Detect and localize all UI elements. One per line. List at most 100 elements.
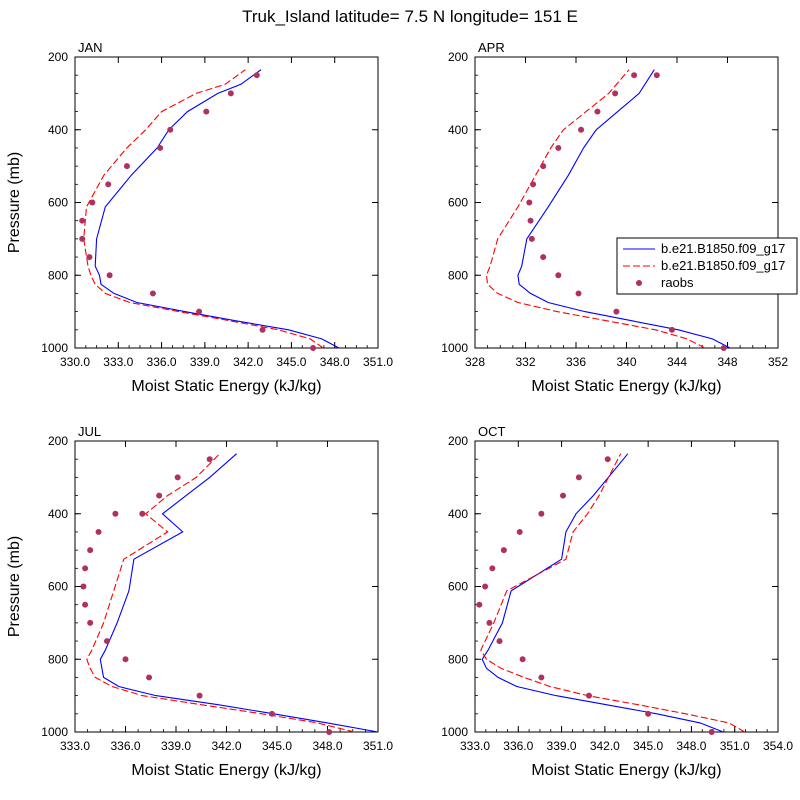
legend: b.e21.B1850.f09_g17 b.e21.B1850.f09_g17ra… bbox=[616, 237, 798, 295]
raobs-point bbox=[540, 254, 547, 261]
y-tick-label: 800 bbox=[48, 268, 68, 282]
y-tick-label: 400 bbox=[448, 123, 468, 137]
raobs-point bbox=[530, 181, 537, 188]
x-tick-label: 342.0 bbox=[233, 355, 263, 369]
y-tick-label: 200 bbox=[448, 434, 468, 448]
raobs-point bbox=[326, 729, 333, 735]
plot-frame bbox=[74, 56, 379, 349]
model-series-line-dashed bbox=[83, 69, 324, 349]
raobs-point bbox=[720, 345, 727, 351]
y-tick-label: 600 bbox=[48, 196, 68, 210]
raobs-point bbox=[253, 72, 260, 79]
raobs-point bbox=[500, 547, 507, 554]
x-tick-label: 339.0 bbox=[547, 739, 577, 753]
raobs-point bbox=[612, 90, 619, 97]
y-tick-label: 800 bbox=[48, 652, 68, 666]
figure-title: Truk_Island latitude= 7.5 N longitude= 1… bbox=[242, 7, 578, 26]
x-tick-label: 351.0 bbox=[363, 739, 393, 753]
raobs-point bbox=[95, 528, 102, 535]
y-tick-label: 1000 bbox=[41, 725, 68, 739]
raobs-point bbox=[79, 217, 86, 224]
y-tick-label: 800 bbox=[448, 652, 468, 666]
raobs-point bbox=[526, 199, 533, 206]
plot-frame bbox=[74, 440, 379, 733]
y-tick-label: 200 bbox=[448, 50, 468, 64]
model-series-line-dashed bbox=[480, 453, 746, 733]
raobs-point bbox=[594, 108, 601, 115]
y-tick-label: 600 bbox=[448, 196, 468, 210]
x-tick-label: 333.0 bbox=[60, 739, 90, 753]
raobs-point bbox=[555, 144, 562, 151]
raobs-point bbox=[149, 290, 156, 297]
raobs-point bbox=[528, 235, 535, 242]
raobs-point bbox=[516, 528, 523, 535]
raobs-point bbox=[604, 456, 611, 463]
raobs-point bbox=[538, 510, 545, 517]
raobs-point bbox=[105, 181, 112, 188]
x-tick-label: 348.0 bbox=[676, 739, 706, 753]
raobs-point bbox=[196, 308, 203, 315]
raobs-point bbox=[486, 619, 493, 626]
raobs-point bbox=[146, 674, 153, 681]
x-tick-label: 339.0 bbox=[190, 355, 220, 369]
raobs-point bbox=[560, 492, 567, 499]
model-series-line-solid bbox=[94, 69, 340, 349]
legend-label: b.e21.B1850.f09_g17 bbox=[661, 258, 785, 273]
raobs-point bbox=[575, 474, 582, 481]
raobs-point bbox=[123, 163, 130, 170]
model-series-line-dashed bbox=[86, 453, 355, 733]
y-tick-label: 800 bbox=[448, 268, 468, 282]
raobs-point bbox=[538, 674, 545, 681]
raobs-point bbox=[227, 90, 234, 97]
x-tick-label: 348.0 bbox=[312, 739, 342, 753]
x-axis-label: Moist Static Energy (kJ/kg) bbox=[131, 378, 321, 395]
x-tick-label: 336.0 bbox=[503, 739, 533, 753]
raobs-point bbox=[103, 638, 110, 645]
raobs-point bbox=[259, 326, 266, 333]
raobs-point bbox=[310, 345, 317, 351]
raobs-point bbox=[668, 326, 675, 333]
y-tick-label: 200 bbox=[48, 434, 68, 448]
plot-frame bbox=[474, 440, 779, 733]
panel-title: JAN bbox=[78, 40, 103, 55]
x-tick-label: 340 bbox=[616, 355, 636, 369]
x-tick-label: 345.0 bbox=[276, 355, 306, 369]
x-tick-label: 336.0 bbox=[147, 355, 177, 369]
raobs-point bbox=[79, 235, 86, 242]
raobs-point bbox=[86, 254, 93, 261]
y-tick-label: 400 bbox=[48, 507, 68, 521]
model-series-line-solid bbox=[517, 69, 731, 349]
panel-apr: APR 328 332 336 340 344 348 352 200 400 600 800 1000… bbox=[441, 40, 798, 395]
panel-jan: JAN 330.0 333.0 336.0 339.0 342.0 345.0 348.0 35… bbox=[6, 40, 393, 395]
plot-frame bbox=[474, 56, 779, 349]
y-tick-label: 600 bbox=[448, 580, 468, 594]
raobs-point bbox=[540, 163, 547, 170]
x-tick-label: 333.0 bbox=[103, 355, 133, 369]
raobs-point bbox=[82, 601, 89, 608]
legend-label: raobs bbox=[661, 275, 694, 290]
panels: JAN 330.0 333.0 336.0 339.0 342.0 345.0 348.0 35… bbox=[6, 40, 798, 779]
raobs-point bbox=[527, 217, 534, 224]
raobs-point bbox=[112, 510, 119, 517]
raobs-point bbox=[87, 619, 94, 626]
y-axis-label: Pressure (mb) bbox=[6, 536, 23, 637]
raobs-point bbox=[174, 474, 181, 481]
raobs-point bbox=[708, 729, 715, 735]
x-tick-label: 345.0 bbox=[633, 739, 663, 753]
x-tick-label: 352 bbox=[768, 355, 788, 369]
raobs-point bbox=[268, 710, 275, 717]
raobs-point bbox=[156, 492, 163, 499]
y-tick-label: 200 bbox=[48, 50, 68, 64]
x-tick-label: 351.0 bbox=[720, 739, 750, 753]
x-tick-label: 344 bbox=[667, 355, 687, 369]
y-tick-label: 600 bbox=[48, 580, 68, 594]
x-axis-label: Moist Static Energy (kJ/kg) bbox=[531, 378, 721, 395]
y-tick-label: 1000 bbox=[41, 341, 68, 355]
raobs-point bbox=[167, 126, 174, 133]
raobs-point bbox=[196, 692, 203, 699]
x-tick-label: 345.0 bbox=[262, 739, 292, 753]
panel-oct: OCT 333.0 336.0 339.0 342.0 345.0 348.0 351.0 35… bbox=[441, 424, 793, 779]
x-tick-label: 339.0 bbox=[161, 739, 191, 753]
model-series-line-solid bbox=[99, 453, 379, 733]
